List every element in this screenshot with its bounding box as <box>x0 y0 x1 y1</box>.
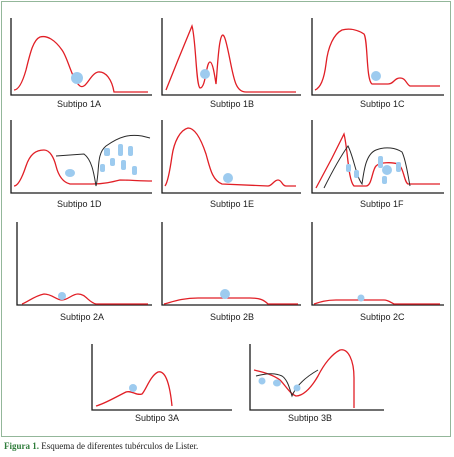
panel-1F <box>311 120 444 194</box>
panel-1F-spot <box>382 176 387 184</box>
panel-1D <box>10 120 153 194</box>
panel-1D-spot <box>110 158 115 166</box>
figure-panels <box>10 18 444 411</box>
panel-label-1C: Subtipo 1C <box>360 99 405 109</box>
panel-1C <box>311 18 444 96</box>
panel-2B-spot <box>220 289 230 299</box>
panel-1D-spot <box>65 169 75 177</box>
panel-1B-spot <box>200 69 210 79</box>
panel-3B-spot <box>273 379 281 387</box>
panel-1C-spot <box>371 71 381 81</box>
panel-1A-spot <box>71 72 83 84</box>
panel-3B-spot <box>293 384 301 392</box>
panel-3B-spot <box>258 377 266 385</box>
panel-3A <box>91 344 232 411</box>
panel-2B-curve <box>163 297 298 305</box>
panel-2C-spot <box>357 294 365 302</box>
panel-1D-spot <box>118 144 123 156</box>
panel-3B-axes <box>249 344 384 411</box>
figure-caption-lead: Figura 1. <box>4 441 39 451</box>
panel-1E-curve <box>164 127 296 187</box>
panel-1F-overlay-curve <box>323 145 411 189</box>
panel-label-1E: Subtipo 1E <box>210 199 255 209</box>
panel-1D-spot <box>121 160 126 170</box>
panel-label-1D: Subtipo 1D <box>57 199 102 209</box>
panel-2B-axes <box>161 222 301 306</box>
panel-1F-axes <box>311 120 444 194</box>
panel-1D-spot <box>132 166 137 175</box>
panel-1E-spot <box>223 173 233 183</box>
panel-1F-spot <box>346 164 351 172</box>
panel-2C-axes <box>311 222 444 306</box>
panel-1D-overlay-curve <box>55 134 151 187</box>
figure-frame <box>0 0 451 437</box>
figure-caption-text: Esquema de diferentes tubérculos de List… <box>39 441 199 451</box>
panel-label-3B: Subtipo 3B <box>288 413 333 423</box>
panel-1E-axes <box>161 120 301 194</box>
panel-2C-curve <box>313 299 440 305</box>
panel-1A <box>10 18 152 96</box>
panel-3A-curve <box>95 371 173 407</box>
panel-1F-spot <box>382 165 392 175</box>
panel-3B-curve <box>253 349 355 408</box>
panel-1F-spot <box>378 156 383 168</box>
panel-label-2A: Subtipo 2A <box>60 312 105 322</box>
panel-1F-spot <box>396 162 401 172</box>
panel-3A-spot <box>129 384 137 392</box>
panel-label-2C: Subtipo 2C <box>360 312 405 322</box>
panel-1B-axes <box>161 18 301 96</box>
panel-3B-overlay-curve <box>255 369 319 398</box>
panel-3B <box>249 344 384 411</box>
panel-1E <box>161 120 301 194</box>
panel-2A-spot <box>58 292 66 300</box>
panel-2A <box>16 222 152 306</box>
panel-3A-axes <box>91 344 232 411</box>
figure-caption: Figura 1. Esquema de diferentes tubércul… <box>4 441 198 451</box>
panel-1F-spot <box>354 170 359 178</box>
panel-1D-curve <box>13 149 153 187</box>
panel-label-1B: Subtipo 1B <box>210 99 255 109</box>
panel-label-2B: Subtipo 2B <box>210 312 255 322</box>
panel-1B <box>161 18 301 96</box>
panel-1A-curve <box>13 35 148 93</box>
panel-1D-spot <box>100 164 105 172</box>
panel-2A-curve <box>21 293 148 305</box>
panel-1D-spot <box>128 146 133 156</box>
panel-label-3A: Subtipo 3A <box>135 413 180 423</box>
panel-2A-axes <box>16 222 152 306</box>
panel-2C <box>311 222 444 306</box>
panel-2B <box>161 222 301 306</box>
panel-label-1A: Subtipo 1A <box>57 99 102 109</box>
panel-label-1F: Subtipo 1F <box>360 199 404 209</box>
panel-1C-axes <box>311 18 444 96</box>
panel-1D-spot <box>104 148 110 156</box>
panel-1A-axes <box>10 18 152 96</box>
panel-1B-curve <box>165 24 296 93</box>
panel-1C-curve <box>314 28 440 91</box>
panel-1D-axes <box>10 120 152 194</box>
